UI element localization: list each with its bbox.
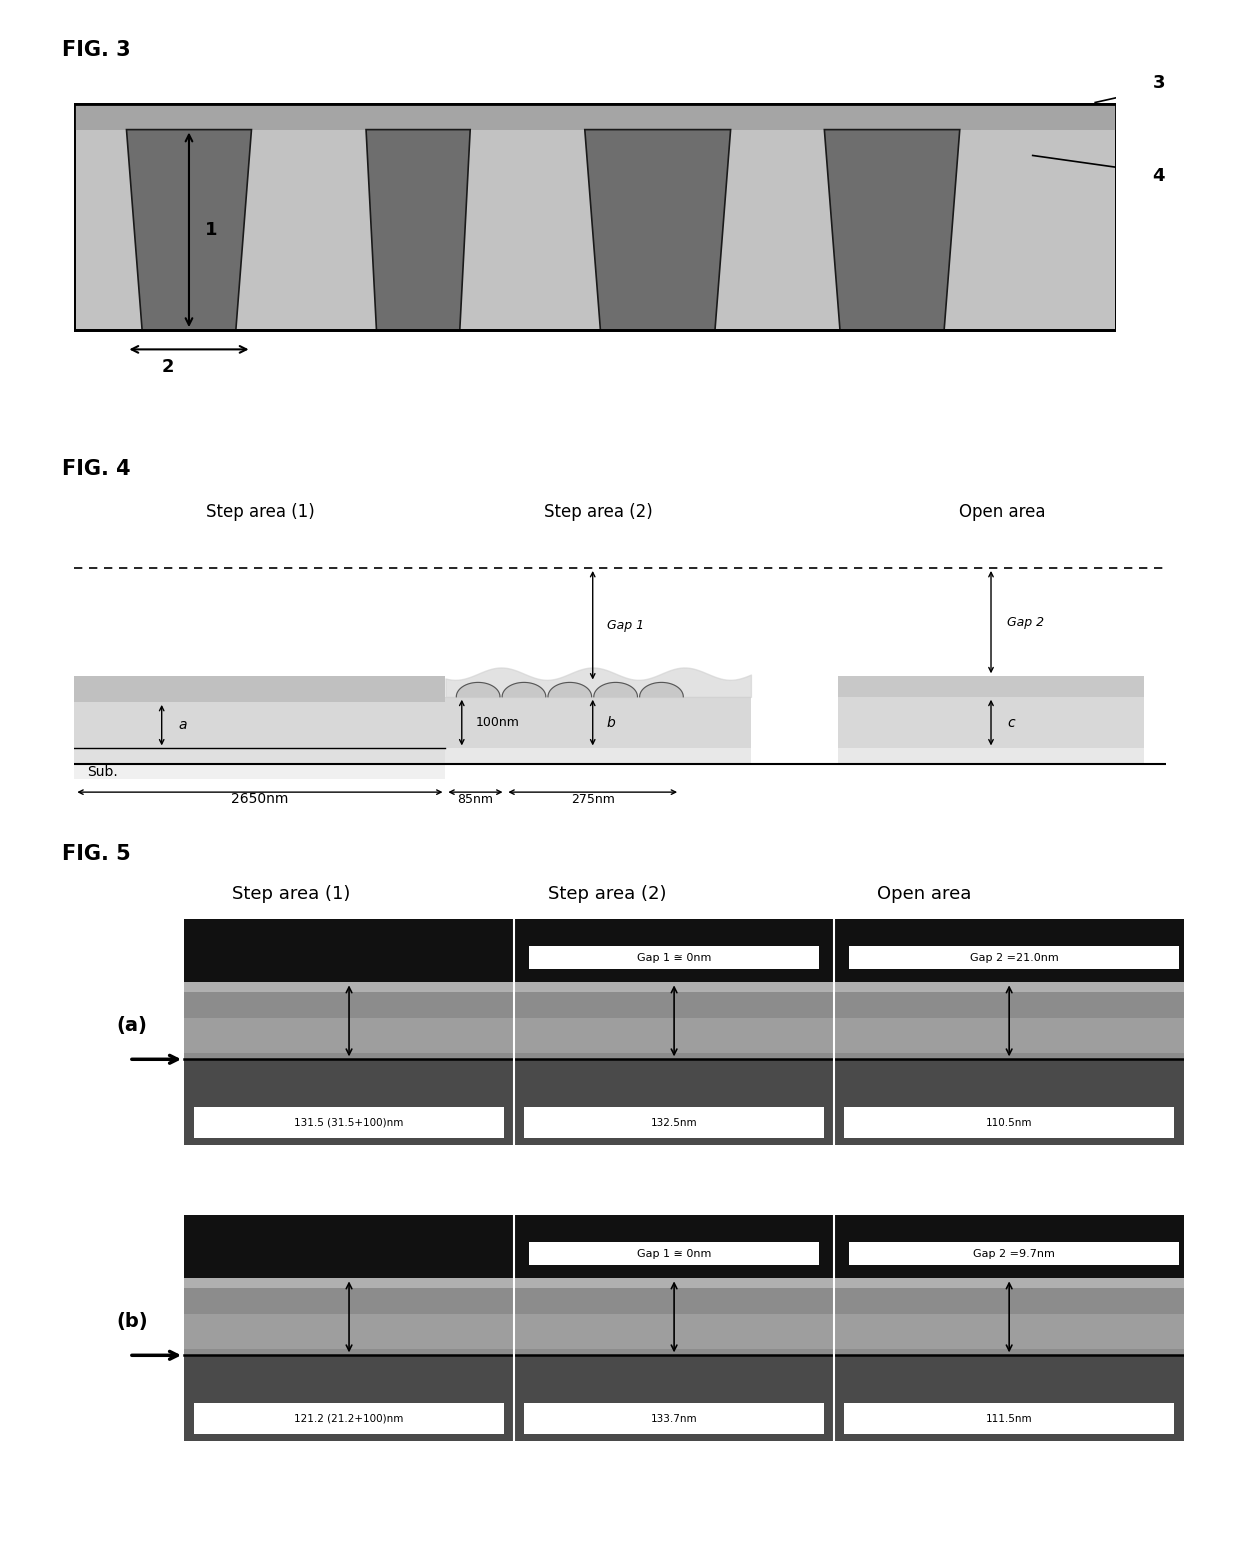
Text: c: c	[1007, 715, 1016, 729]
Text: Gap 2: Gap 2	[1007, 615, 1044, 628]
Text: 2650nm: 2650nm	[231, 793, 289, 807]
Text: Gap 2 =9.7nm: Gap 2 =9.7nm	[973, 1248, 1055, 1259]
Text: 111.5nm: 111.5nm	[986, 1413, 1033, 1424]
Bar	[445, 748, 751, 763]
Text: 1: 1	[205, 221, 217, 238]
Bar	[529, 1242, 820, 1265]
Text: FIG. 4: FIG. 4	[62, 460, 130, 480]
Text: Gap 2 =21.0nm: Gap 2 =21.0nm	[970, 952, 1059, 963]
Polygon shape	[366, 129, 470, 330]
Polygon shape	[825, 129, 960, 330]
Bar	[445, 696, 751, 748]
Bar	[74, 104, 1116, 129]
Bar	[838, 676, 1143, 696]
Text: a: a	[179, 718, 186, 732]
Text: Step area (2): Step area (2)	[548, 885, 667, 904]
Text: b: b	[606, 715, 615, 729]
Bar	[838, 696, 1143, 748]
Polygon shape	[594, 682, 637, 696]
Polygon shape	[640, 682, 683, 696]
Bar	[193, 1402, 505, 1435]
Text: Step area (2): Step area (2)	[544, 503, 652, 520]
Bar	[74, 703, 445, 748]
Bar	[529, 946, 820, 969]
Bar	[184, 1017, 1184, 1053]
Bar	[184, 983, 1184, 1059]
Text: 132.5nm: 132.5nm	[651, 1117, 697, 1128]
Text: (b): (b)	[117, 1312, 148, 1331]
Text: Sub.: Sub.	[88, 765, 118, 779]
Bar	[525, 1402, 825, 1435]
Bar	[849, 946, 1179, 969]
Bar	[844, 1402, 1174, 1435]
Bar	[184, 1059, 1184, 1145]
Text: 3: 3	[1152, 73, 1164, 92]
Bar	[74, 748, 445, 763]
Polygon shape	[502, 682, 546, 696]
Text: 131.5 (31.5+100)nm: 131.5 (31.5+100)nm	[294, 1117, 404, 1128]
Text: FIG. 3: FIG. 3	[62, 41, 130, 61]
Text: FIG. 5: FIG. 5	[62, 844, 130, 865]
Text: 121.2 (21.2+100)nm: 121.2 (21.2+100)nm	[294, 1413, 404, 1424]
Text: Step area (1): Step area (1)	[206, 503, 314, 520]
Text: 133.7nm: 133.7nm	[651, 1413, 697, 1424]
Bar	[193, 1106, 505, 1139]
Bar	[838, 748, 1143, 763]
Text: 4: 4	[1152, 167, 1164, 185]
Bar	[184, 919, 1184, 983]
Text: Gap 1 ≅ 0nm: Gap 1 ≅ 0nm	[637, 1248, 712, 1259]
Bar	[74, 104, 1116, 330]
Text: 85nm: 85nm	[456, 793, 492, 807]
Bar	[184, 1279, 1184, 1287]
Text: Open area: Open area	[877, 885, 971, 904]
Polygon shape	[548, 682, 591, 696]
Text: Gap 1: Gap 1	[606, 619, 644, 631]
Text: 100nm: 100nm	[476, 717, 520, 729]
Bar	[184, 1279, 1184, 1355]
Bar	[844, 1106, 1174, 1139]
Bar	[184, 983, 1184, 991]
Text: Gap 1 ≅ 0nm: Gap 1 ≅ 0nm	[637, 952, 712, 963]
Polygon shape	[126, 129, 252, 330]
Bar	[525, 1106, 825, 1139]
Bar	[184, 1355, 1184, 1441]
Bar	[74, 676, 445, 703]
Bar	[849, 1242, 1179, 1265]
Polygon shape	[456, 682, 500, 696]
Bar	[184, 1215, 1184, 1279]
Bar	[184, 1313, 1184, 1349]
Text: 110.5nm: 110.5nm	[986, 1117, 1033, 1128]
Text: 275nm: 275nm	[570, 793, 615, 807]
Text: Step area (1): Step area (1)	[232, 885, 351, 904]
Bar	[74, 763, 445, 779]
Text: 2: 2	[162, 358, 175, 375]
Bar	[74, 104, 1116, 330]
Polygon shape	[585, 129, 730, 330]
Text: (a): (a)	[117, 1016, 148, 1035]
Text: Open area: Open area	[959, 503, 1045, 520]
